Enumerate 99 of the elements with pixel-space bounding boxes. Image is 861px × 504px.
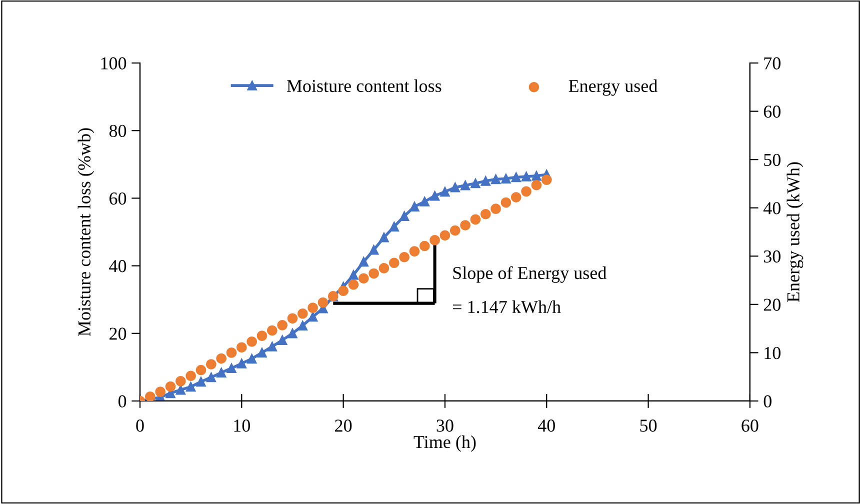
point: [348, 270, 358, 280]
point: [388, 258, 400, 268]
y2-tick-label: 20: [764, 298, 780, 311]
x-axis-title: Time (h): [414, 435, 476, 452]
point: [532, 171, 542, 181]
point: [420, 196, 430, 206]
point: [288, 328, 298, 338]
x-tick-label: 60: [742, 420, 758, 432]
point: [460, 220, 470, 230]
x-tick-label: 20: [335, 420, 352, 432]
x-tick-label: 40: [538, 420, 555, 432]
legend-label: Moisture content loss: [286, 79, 442, 92]
point: [206, 359, 216, 370]
y2-tick-label: 30: [764, 250, 780, 263]
point: [206, 372, 216, 382]
point: [226, 363, 236, 374]
point: [410, 202, 420, 212]
point: [216, 368, 226, 378]
point: [226, 348, 237, 358]
point: [511, 172, 521, 182]
point: [430, 235, 440, 246]
legend-label: Energy used: [568, 79, 658, 96]
point: [186, 370, 196, 382]
y2-tick-label: 10: [764, 346, 780, 360]
point: [440, 230, 450, 241]
x-tick-label: 30: [436, 420, 454, 432]
point: [216, 353, 226, 364]
point: [287, 313, 298, 324]
point: [236, 358, 247, 368]
point: [257, 348, 267, 358]
point: [450, 182, 460, 192]
point: [196, 376, 206, 387]
y2-tick-label: 60: [764, 106, 780, 118]
y-axis-title: Moisture content loss (%wb): [78, 128, 94, 336]
point: [531, 180, 542, 190]
point: [277, 335, 288, 346]
point: [368, 245, 379, 255]
point: [176, 376, 186, 386]
point: [348, 279, 359, 290]
point: [358, 273, 369, 284]
y2-tick-label: 0: [764, 395, 772, 408]
point: [430, 190, 440, 201]
point: [480, 176, 490, 186]
point: [155, 386, 166, 397]
point: [470, 178, 480, 188]
point: [521, 172, 532, 182]
point: [165, 381, 176, 392]
point: [450, 225, 460, 236]
point: [246, 354, 257, 364]
x-tick-label: 0: [136, 420, 144, 432]
y-tick-label: 40: [109, 260, 126, 272]
point: [399, 211, 410, 221]
point: [399, 252, 410, 262]
annotation: Slope of Energy used = 1.147 kWh/h: [452, 266, 606, 314]
point: [409, 246, 420, 256]
point: [480, 208, 491, 220]
point: [308, 302, 318, 313]
point: [358, 256, 368, 267]
point: [186, 382, 196, 392]
point: [470, 214, 481, 225]
point: [277, 320, 288, 330]
point: [500, 197, 512, 208]
point: [378, 263, 390, 274]
point: [256, 330, 268, 341]
point: [338, 286, 348, 296]
point: [419, 240, 430, 252]
point: [246, 336, 257, 347]
point: [521, 186, 532, 197]
y-tick-label: 80: [109, 124, 126, 138]
y2-axis-title: Energy used (kWh): [786, 162, 804, 302]
point: [196, 364, 206, 376]
point: [490, 204, 501, 214]
point: [440, 186, 450, 197]
y-tick-label: 60: [110, 192, 126, 205]
point: [145, 391, 156, 401]
point: [379, 232, 389, 242]
point: [541, 174, 552, 185]
y-tick-label: 100: [101, 57, 126, 70]
x-tick-label: 10: [234, 420, 250, 432]
point: [368, 268, 379, 279]
y-tick-label: 0: [118, 395, 126, 408]
point: [267, 342, 278, 352]
point: [318, 297, 328, 308]
point: [389, 222, 399, 232]
y-tick-label: 20: [110, 328, 126, 340]
y2-tick-label: 70: [764, 57, 780, 70]
point: [236, 342, 247, 353]
y2-tick-label: 40: [763, 202, 780, 214]
point: [501, 174, 511, 184]
y2-tick-label: 50: [764, 154, 780, 166]
point: [490, 174, 501, 184]
point: [267, 325, 278, 336]
x-tick-label: 50: [640, 420, 657, 432]
point: [308, 312, 318, 322]
point: [176, 384, 186, 395]
point: [460, 180, 470, 190]
point: [298, 320, 308, 330]
point: [510, 192, 522, 202]
point: [297, 308, 308, 319]
